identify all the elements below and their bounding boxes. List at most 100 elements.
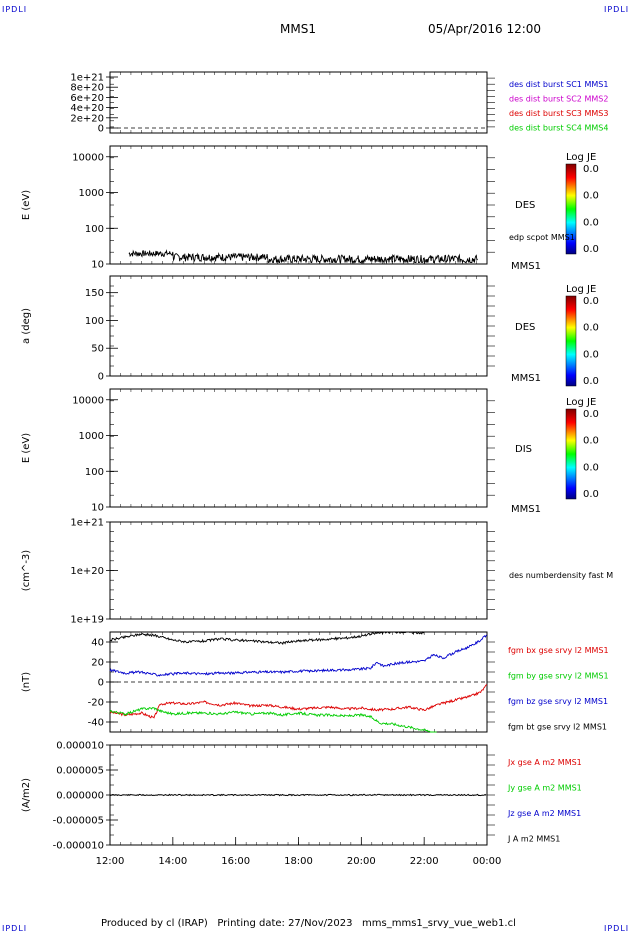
time-tick-label: 20:00	[347, 856, 376, 867]
y-tick-label: 0.000005	[56, 766, 104, 777]
legend-entry: des numberdensity fast M	[509, 571, 613, 580]
series-line	[109, 631, 425, 646]
colorbar-title: Log JE	[566, 397, 596, 408]
colorbar	[565, 163, 577, 255]
colorbar-tick-label: 0.0	[583, 409, 599, 420]
colorbar-tick-label: 0.0	[583, 462, 599, 473]
panel-frame-des_energy	[109, 145, 488, 265]
y-tick-label: 1000	[79, 188, 104, 199]
legend-entry: J A m2 MMS1	[507, 835, 560, 844]
y-tick-label: 10000	[72, 152, 104, 163]
y-tick-label: 1e+20	[70, 566, 104, 577]
y-tick-label: -0.000005	[53, 816, 104, 827]
colorbar-tick-label: 0.0	[583, 323, 599, 334]
y-tick-label: 0.000000	[56, 791, 104, 802]
y-tick-label: 100	[85, 467, 104, 478]
time-tick-label: 16:00	[221, 856, 250, 867]
y-tick-label: 20	[91, 658, 104, 669]
series-line	[109, 793, 487, 797]
y-tick-label: 8e+20	[70, 83, 104, 94]
panel-frame-dist	[109, 71, 488, 134]
legend-entry: Jz gse A m2 MMS1	[507, 809, 581, 818]
instrument-label: DES	[515, 322, 535, 333]
panel-frame-density	[109, 521, 488, 620]
colorbar-tick-label: 0.0	[583, 164, 599, 175]
colorbar-tick-label: 0.0	[583, 489, 599, 500]
y-axis-label: E (eV)	[21, 190, 32, 220]
colorbar-tick-label: 0.0	[583, 376, 599, 387]
legend-entry: fgm bt gse srvy l2 MMS1	[508, 723, 607, 732]
corner-label-bl: IPDLI	[2, 924, 28, 933]
y-tick-label: -0.000010	[53, 841, 104, 852]
y-tick-label: 10	[91, 260, 104, 271]
y-axis-label: E (eV)	[21, 433, 32, 463]
y-tick-label: -20	[88, 698, 104, 709]
corner-label-br: IPDLI	[604, 924, 630, 933]
y-tick-label: 10000	[72, 395, 104, 406]
spacecraft-title: MMS1	[280, 22, 316, 36]
corner-label-tl: IPDLI	[2, 5, 28, 14]
series-line	[109, 684, 488, 719]
instrument-label: DES	[515, 200, 535, 211]
spacecraft-label: MMS1	[511, 261, 541, 272]
colorbar-tick-label: 0.0	[583, 244, 599, 255]
time-tick-label: 12:00	[96, 856, 125, 867]
spacecraft-label: MMS1	[511, 373, 541, 384]
y-tick-label: 100	[85, 316, 104, 327]
spacecraft-label: MMS1	[511, 504, 541, 515]
colorbar-tick-label: 0.0	[583, 191, 599, 202]
y-axis-label: (A/m2)	[21, 778, 32, 812]
y-tick-label: 0	[98, 372, 104, 383]
y-tick-label: 4e+20	[70, 103, 104, 114]
y-axis-label: (nT)	[21, 672, 32, 692]
y-tick-label: 1e+21	[70, 73, 104, 84]
y-tick-label: 40	[91, 638, 104, 649]
corner-label-tr: IPDLI	[604, 5, 630, 14]
time-tick-label: 14:00	[158, 856, 187, 867]
colorbar-tick-label: 0.0	[583, 296, 599, 307]
panel-frame-des_pitch	[109, 275, 488, 377]
colorbar-title: Log JE	[566, 152, 596, 163]
colorbar	[565, 408, 577, 500]
y-tick-label: 1e+21	[70, 518, 104, 529]
colorbar-tick-label: 0.0	[583, 436, 599, 447]
y-tick-label: 0	[98, 124, 104, 135]
y-tick-label: 1000	[79, 431, 104, 442]
legend-entry: fgm bz gse srvy l2 MMS1	[508, 697, 608, 706]
y-tick-label: 0	[98, 678, 104, 689]
legend-entry: Jy gse A m2 MMS1	[507, 784, 582, 793]
legend-entry: Jx gse A m2 MMS1	[507, 758, 582, 767]
colorbar-title: Log JE	[566, 284, 596, 295]
instrument-label: DIS	[515, 444, 532, 455]
colorbar-tick-label: 0.0	[583, 217, 599, 228]
time-tick-label: 00:00	[473, 856, 502, 867]
y-tick-label: 150	[85, 288, 104, 299]
legend-entry: fgm by gse srvy l2 MMS1	[508, 672, 609, 681]
y-tick-label: -40	[88, 718, 104, 729]
legend-entry: des dist burst SC1 MMS1	[509, 80, 608, 89]
y-tick-label: 10	[91, 503, 104, 514]
colorbar-tick-label: 0.0	[583, 349, 599, 360]
footer-text: Produced by cl (IRAP) Printing date: 27/…	[101, 918, 516, 929]
datetime-title: 05/Apr/2016 12:00	[428, 22, 542, 36]
legend-entry: des dist burst SC3 MMS3	[509, 109, 608, 118]
y-tick-label: 1e+19	[70, 615, 104, 626]
panel-frame-dis_energy	[109, 388, 488, 508]
y-tick-label: 100	[85, 224, 104, 235]
legend-entry: fgm bx gse srvy l2 MMS1	[508, 646, 609, 655]
y-axis-label: a (deg)	[21, 308, 32, 344]
legend-entry: des dist burst SC4 MMS4	[509, 124, 608, 133]
y-axis-label: (cm^-3)	[21, 550, 32, 591]
series-line	[109, 706, 437, 733]
y-tick-label: 0.000010	[56, 741, 104, 752]
scpot-line	[128, 249, 478, 265]
y-tick-label: 2e+20	[70, 113, 104, 124]
legend-entry: des dist burst SC2 MMS2	[509, 95, 608, 104]
colorbar	[565, 295, 577, 387]
time-tick-label: 22:00	[410, 856, 439, 867]
y-tick-label: 6e+20	[70, 93, 104, 104]
y-tick-label: 50	[91, 344, 104, 355]
overlay-label: edp scpot MMS1	[509, 233, 575, 242]
series-line	[109, 634, 488, 677]
